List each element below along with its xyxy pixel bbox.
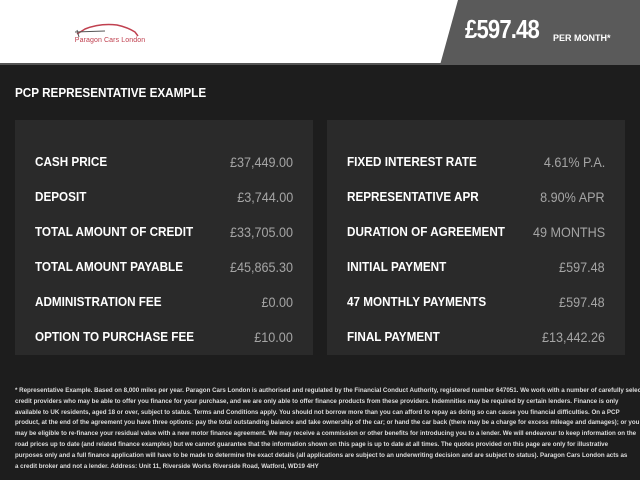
logo-text: Paragon Cars London (74, 37, 146, 44)
disclaimer-line: product, at the end of the agreement you… (15, 419, 640, 427)
row-label: TOTAL AMOUNT OF CREDIT (35, 224, 194, 239)
row-label: CASH PRICE (35, 154, 108, 169)
section-title: PCP REPRESENTATIVE EXAMPLE (15, 85, 207, 100)
row-value: 4.61% P.A. (543, 153, 605, 170)
finance-row: TOTAL AMOUNT OF CREDIT £33,705.00 (15, 214, 313, 249)
finance-row: INITIAL PAYMENT £597.48 (327, 249, 625, 284)
row-label: DEPOSIT (35, 189, 87, 204)
row-value: £10.00 (254, 328, 293, 345)
finance-row: TOTAL AMOUNT PAYABLE £45,865.30 (15, 249, 313, 284)
row-value: £597.48 (559, 293, 605, 310)
row-label: REPRESENTATIVE APR (347, 189, 479, 204)
disclaimer: * Representative Example. Based on 8,000… (15, 386, 640, 472)
disclaimer-line: road prices up to date (and related fina… (15, 440, 609, 448)
disclaimer-line: * Representative Example. Based on 8,000… (15, 387, 640, 394)
finance-row: OPTION TO PURCHASE FEE £10.00 (15, 319, 313, 354)
car-logo-icon (74, 23, 139, 38)
row-label: FINAL PAYMENT (347, 329, 440, 344)
row-value: 49 MONTHS (532, 223, 605, 240)
row-value: 8.90% APR (540, 188, 605, 205)
row-label: DURATION OF AGREEMENT (347, 224, 505, 239)
row-value: £37,449.00 (229, 153, 293, 170)
monthly-price-box: £597.48 PER MONTH* (440, 0, 640, 65)
row-label: FIXED INTEREST RATE (347, 154, 477, 169)
row-label: ADMINISTRATION FEE (35, 294, 162, 309)
row-value: £33,705.00 (229, 223, 293, 240)
finance-row: DURATION OF AGREEMENT 49 MONTHS (327, 214, 625, 249)
logo[interactable]: Paragon Cars London (55, 18, 165, 48)
row-value: £597.48 (559, 258, 605, 275)
finance-panel-right: FIXED INTEREST RATE 4.61% P.A. REPRESENTA… (327, 120, 625, 355)
row-label: 47 MONTHLY PAYMENTS (347, 294, 487, 309)
row-value: £13,442.26 (541, 328, 605, 345)
finance-panel-left: CASH PRICE £37,449.00 DEPOSIT £3,744.00 TO… (15, 120, 313, 355)
disclaimer-line: purposes only and a full finance applica… (15, 451, 628, 459)
row-value: £45,865.30 (229, 258, 293, 275)
row-label: TOTAL AMOUNT PAYABLE (35, 259, 184, 274)
finance-row: FINAL PAYMENT £13,442.26 (327, 319, 625, 354)
header: Paragon Cars London £597.48 PER MONTH* (0, 0, 640, 65)
row-value: £3,744.00 (236, 188, 293, 205)
finance-row: DEPOSIT £3,744.00 (15, 179, 313, 214)
row-label: INITIAL PAYMENT (347, 259, 447, 274)
monthly-price: £597.48 (465, 14, 540, 44)
disclaimer-line: credit providers who may be able to offe… (15, 397, 619, 405)
disclaimer-line: available to UK residents, aged 18 or ov… (15, 408, 620, 416)
row-value: £0.00 (261, 293, 293, 310)
finance-row: FIXED INTEREST RATE 4.61% P.A. (327, 144, 625, 179)
finance-row: CASH PRICE £37,449.00 (15, 144, 313, 179)
disclaimer-line: may be eligible to re-finance your resid… (15, 430, 637, 438)
finance-row: REPRESENTATIVE APR 8.90% APR (327, 179, 625, 214)
row-label: OPTION TO PURCHASE FEE (35, 329, 195, 344)
finance-row: ADMINISTRATION FEE £0.00 (15, 284, 313, 319)
per-month-label: PER MONTH* (553, 33, 611, 43)
finance-row: 47 MONTHLY PAYMENTS £597.48 (327, 284, 625, 319)
disclaimer-line: a credit broker and not a lender. Addres… (15, 462, 319, 470)
